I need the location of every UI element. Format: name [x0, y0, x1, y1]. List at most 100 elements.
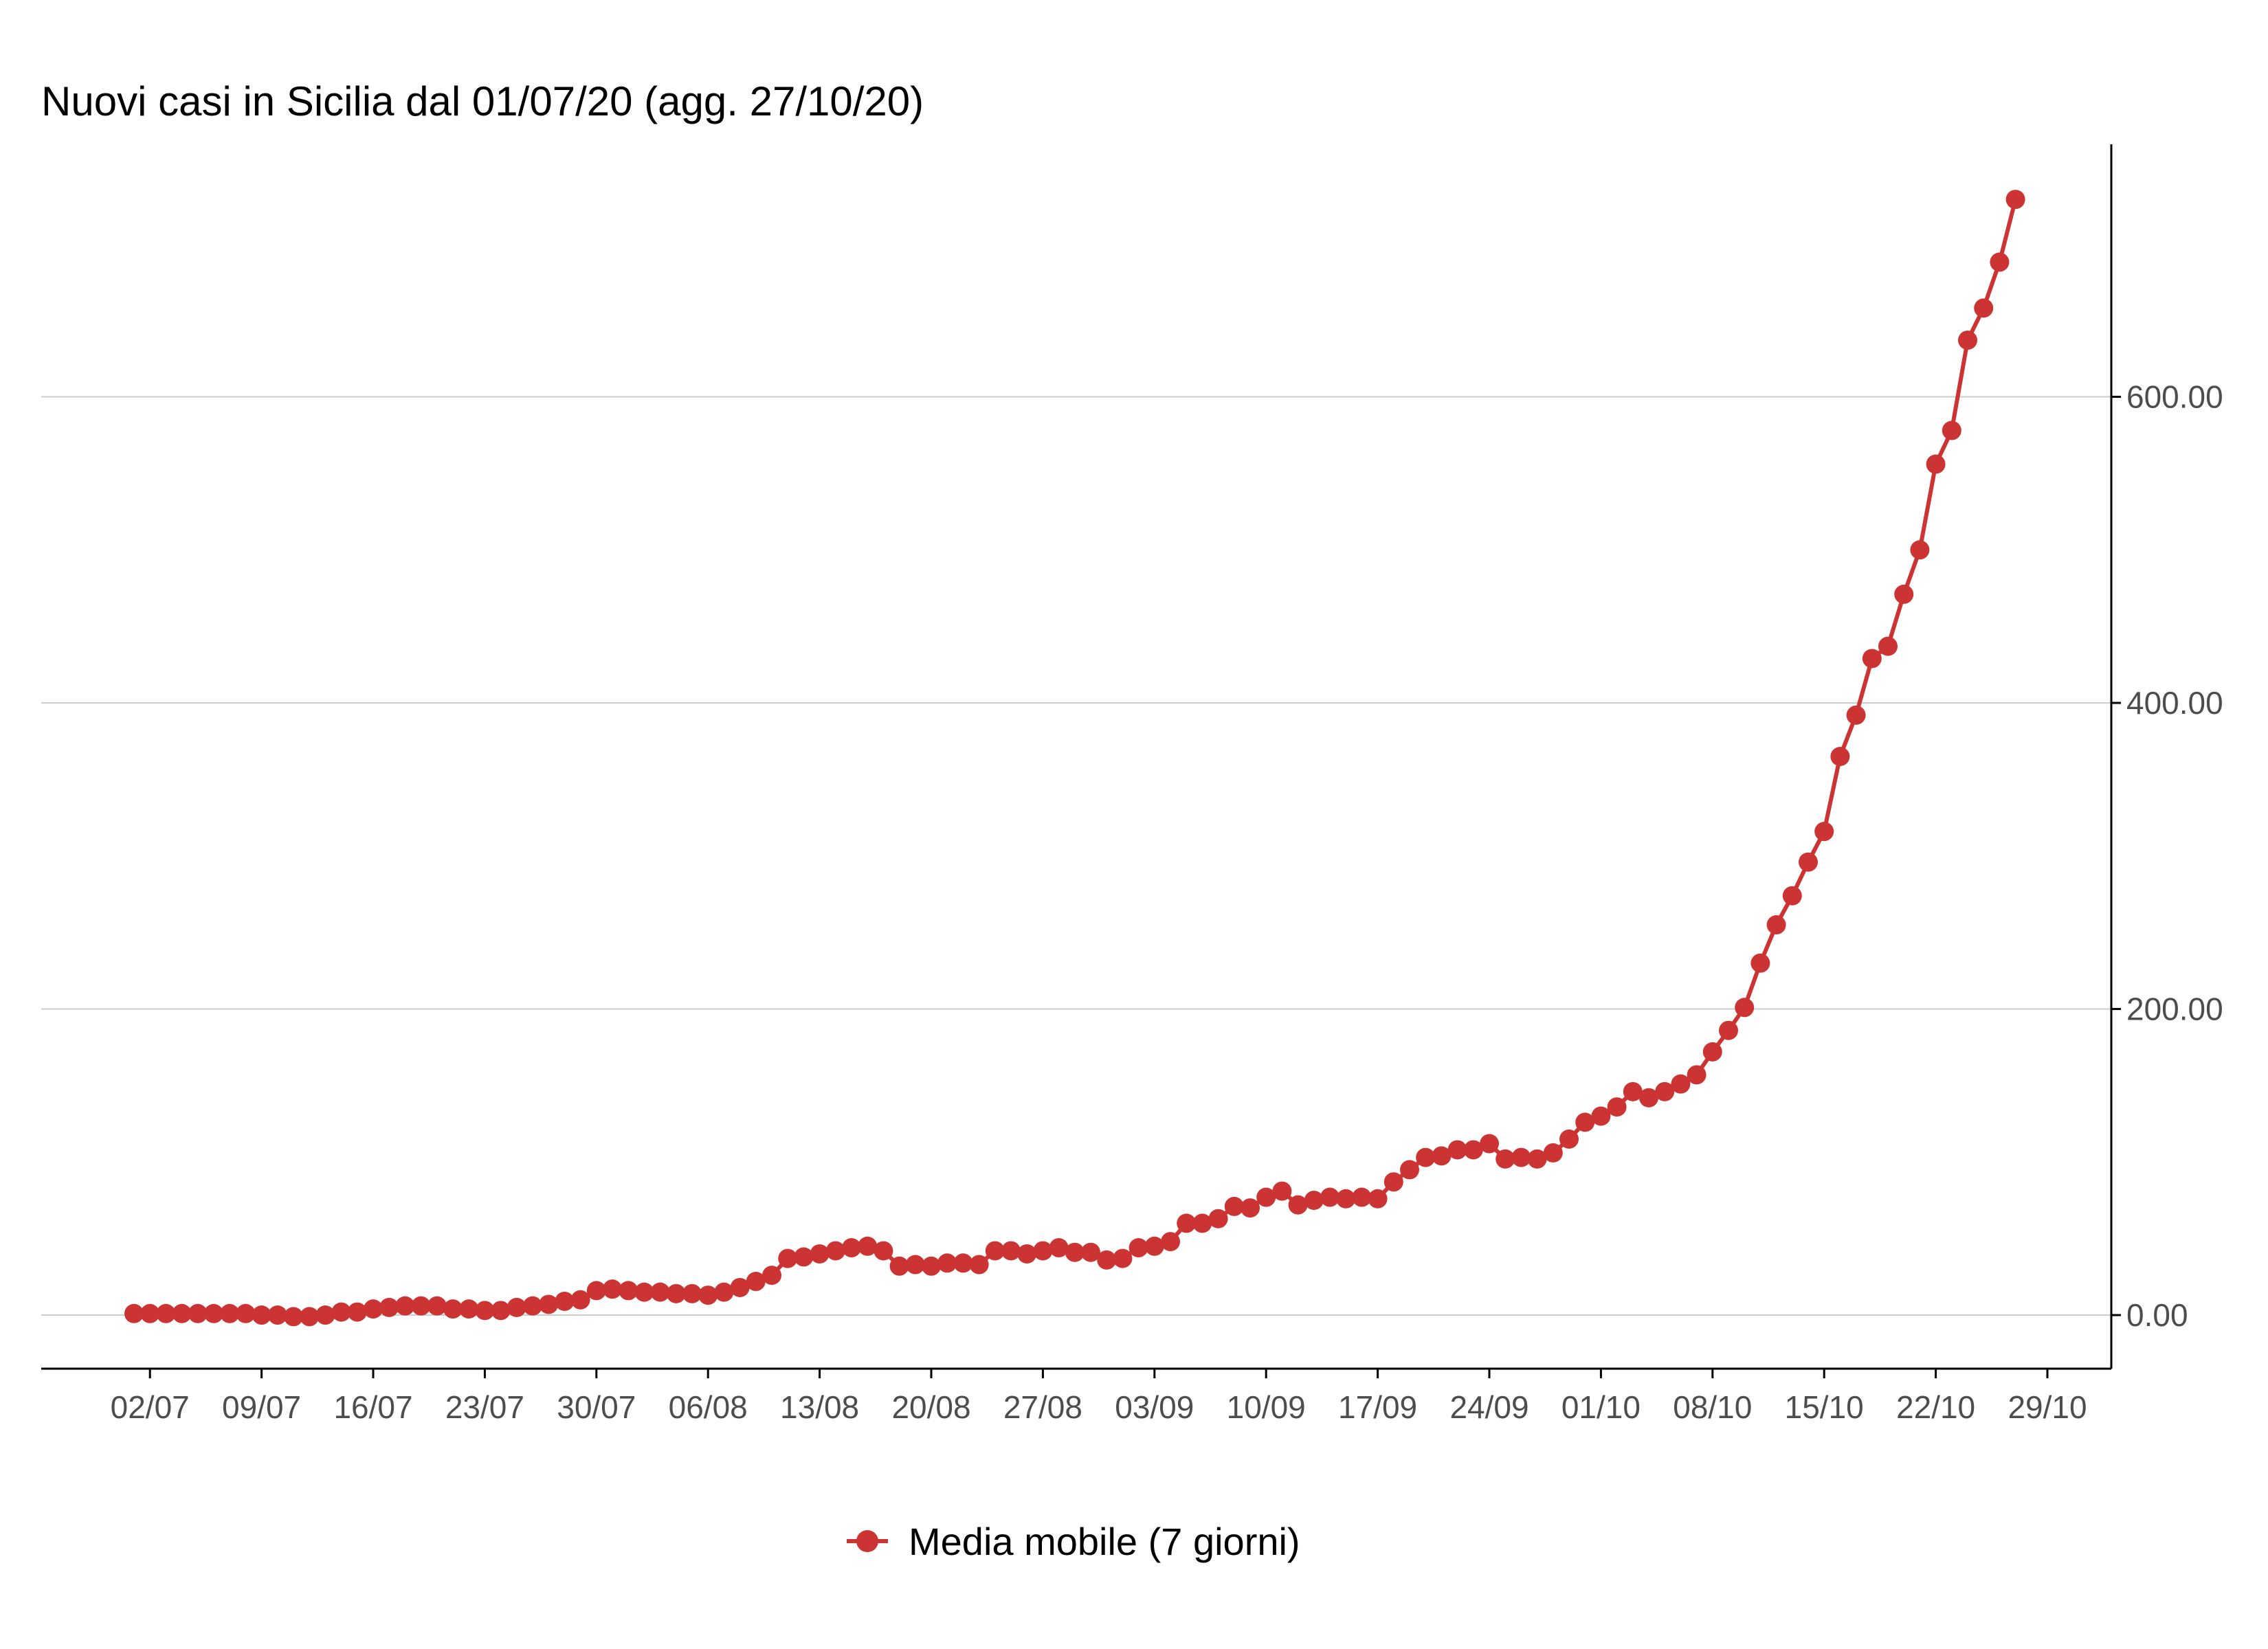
data-point: [874, 1241, 893, 1261]
axes: [41, 144, 2113, 1370]
data-point: [1208, 1209, 1228, 1229]
data-point: [1065, 1242, 1085, 1262]
data-point: [1750, 953, 1770, 973]
data-point: [1591, 1106, 1611, 1126]
data-point: [284, 1307, 303, 1327]
data-point: [730, 1277, 750, 1297]
data-point: [746, 1272, 766, 1292]
data-point: [762, 1266, 781, 1286]
data-point: [650, 1282, 670, 1302]
data-point: [905, 1255, 925, 1275]
data-point: [1543, 1143, 1563, 1163]
data-point: [236, 1303, 256, 1323]
data-point: [300, 1307, 320, 1327]
data-point: [1910, 540, 1930, 560]
data-point: [682, 1283, 702, 1303]
x-tick-label-4: 30/07: [557, 1389, 636, 1425]
data-point: [1623, 1081, 1643, 1101]
series-media-mobile: [124, 190, 2025, 1327]
data-point: [315, 1305, 335, 1325]
data-point: [523, 1296, 542, 1316]
data-point: [539, 1294, 559, 1314]
data-point: [1830, 747, 1850, 766]
x-tick-label-1: 09/07: [222, 1389, 301, 1425]
data-point: [1990, 252, 2010, 272]
data-point: [1192, 1213, 1212, 1233]
data-point: [1352, 1187, 1372, 1207]
x-tick-label-17: 29/10: [2008, 1389, 2087, 1425]
data-point: [1814, 822, 1834, 842]
data-point: [1161, 1232, 1180, 1252]
x-tick-label-5: 06/08: [669, 1389, 748, 1425]
data-point: [1383, 1172, 1403, 1192]
y-tick-label-0: 0.00: [2126, 1297, 2188, 1333]
data-point: [267, 1305, 287, 1325]
data-point: [1001, 1241, 1021, 1261]
data-point: [778, 1248, 798, 1268]
legend-point-swatch: [856, 1530, 878, 1552]
data-point: [2005, 190, 2025, 210]
x-tick-label-10: 10/09: [1227, 1389, 1306, 1425]
data-point: [1256, 1187, 1276, 1207]
data-point: [347, 1302, 367, 1322]
data-point: [1432, 1146, 1452, 1166]
data-point: [1511, 1147, 1531, 1167]
data-point: [140, 1303, 160, 1323]
data-point: [889, 1256, 909, 1276]
data-point: [1113, 1248, 1133, 1268]
data-point: [698, 1286, 718, 1305]
data-point: [395, 1296, 415, 1316]
data-point: [985, 1241, 1005, 1261]
data-point: [1496, 1149, 1515, 1169]
data-point: [1894, 584, 1914, 604]
data-point: [953, 1253, 973, 1273]
data-point: [1559, 1129, 1579, 1149]
legend: Media mobile (7 giorni): [847, 1520, 1300, 1563]
data-point: [1272, 1181, 1292, 1201]
x-tick-label-3: 23/07: [445, 1389, 524, 1425]
data-point: [411, 1296, 431, 1316]
data-point: [922, 1256, 941, 1276]
data-point: [252, 1305, 271, 1325]
x-tick-label-15: 15/10: [1785, 1389, 1864, 1425]
data-point: [858, 1236, 878, 1256]
data-point: [570, 1290, 590, 1310]
data-point: [619, 1281, 638, 1301]
x-tick-label-12: 24/09: [1449, 1389, 1528, 1425]
data-point: [586, 1281, 606, 1301]
data-point: [1878, 636, 1898, 656]
data-point: [1177, 1213, 1197, 1233]
data-point: [475, 1301, 495, 1321]
data-point: [1081, 1242, 1100, 1262]
data-point: [794, 1247, 814, 1267]
data-point: [1942, 420, 1961, 440]
x-axis-ticks: 02/07 09/07 16/07 23/07 30/07 06/08 13/08 20/08…: [111, 1369, 2087, 1425]
data-point: [331, 1302, 351, 1322]
x-tick-label-16: 22/10: [1896, 1389, 1975, 1425]
data-point: [1527, 1149, 1547, 1169]
x-tick-label-6: 13/08: [780, 1389, 859, 1425]
x-tick-label-14: 08/10: [1673, 1389, 1752, 1425]
y-tick-label-2: 400.00: [2126, 685, 2223, 721]
data-point: [1719, 1020, 1738, 1040]
data-point: [603, 1279, 622, 1299]
data-point: [1974, 298, 1994, 318]
data-point: [666, 1283, 686, 1303]
data-point: [1958, 330, 1977, 350]
legend-label: Media mobile (7 giorni): [909, 1520, 1300, 1563]
series-line: [134, 199, 2018, 1319]
data-point: [714, 1282, 734, 1302]
data-point: [1033, 1241, 1053, 1261]
y-axis-ticks: 0.00 200.00 400.00 600.00: [2111, 379, 2223, 1333]
data-point: [1735, 998, 1755, 1018]
gridlines: [41, 396, 2111, 1316]
x-tick-label-2: 16/07: [333, 1389, 412, 1425]
data-point: [1400, 1160, 1419, 1180]
data-point: [379, 1297, 399, 1317]
data-point: [220, 1303, 240, 1323]
data-point: [842, 1238, 861, 1258]
data-point: [825, 1241, 845, 1261]
data-point: [1447, 1140, 1467, 1160]
x-tick-label-11: 17/09: [1338, 1389, 1417, 1425]
